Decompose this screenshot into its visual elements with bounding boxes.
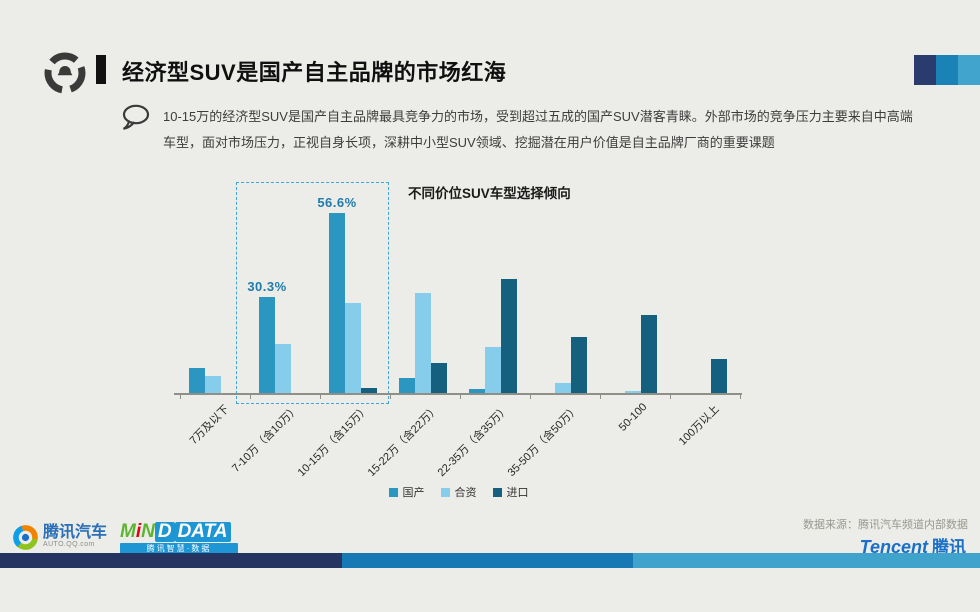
minddata-letter-d: D [154, 522, 175, 542]
legend-swatch [440, 487, 450, 497]
minddata-tagline: 腾讯智慧·数据 [120, 543, 238, 554]
bar-合资-5 [485, 346, 501, 393]
minddata-wordmark: MiN D DATA [120, 521, 238, 542]
bar-进口-3 [361, 387, 377, 393]
axis-tick [250, 395, 251, 399]
axis-tick [740, 395, 741, 399]
bottom-bar-light [633, 553, 980, 568]
tencent-auto-url: AUTO.QQ.com [43, 541, 95, 548]
legend-item-合资: 合资 [440, 484, 477, 500]
bar-国产-4 [399, 378, 415, 393]
page-title: 经济型SUV是国产自主品牌的市场红海 [122, 60, 507, 85]
axis-tick [180, 395, 181, 399]
bar-进口-7 [641, 315, 657, 393]
bottom-bar-blue [342, 553, 633, 568]
intro-line-2: 车型，面对市场压力，正视自身长项，深耕中小型SUV领域、挖掘潜在用户价值是自主品… [163, 135, 775, 150]
axis-tick [390, 395, 391, 399]
bar-进口-6 [571, 337, 587, 393]
axis-tick [600, 395, 601, 399]
tencent-logo-en: Tencent [859, 537, 928, 557]
legend-swatch [492, 487, 502, 497]
bar-合资-1 [205, 376, 221, 393]
highlight-box [236, 182, 389, 404]
bar-国产-1 [189, 367, 205, 393]
bar-合资-7 [625, 391, 641, 393]
value-label: 56.6% [317, 195, 357, 210]
bar-合资-6 [555, 383, 571, 393]
tencent-auto-logo: 腾讯汽车 AUTO.QQ.com [12, 524, 107, 556]
bar-国产-2 [259, 296, 275, 393]
bottom-bar-navy [0, 553, 342, 568]
corner-square-navy [914, 55, 936, 85]
steering-wheel-icon [41, 49, 89, 97]
axis-tick [460, 395, 461, 399]
axis-tick [670, 395, 671, 399]
corner-square-blue [936, 55, 958, 85]
tencent-auto-icon [12, 524, 39, 556]
speech-bubble-icon [121, 104, 151, 131]
intro-paragraph: 10-15万的经济型SUV是国产自主品牌最具竞争力的市场，受到超过五成的国产SU… [163, 104, 915, 156]
legend-label: 国产 [402, 487, 425, 499]
legend-item-进口: 进口 [492, 484, 529, 500]
title-accent-bar [96, 55, 106, 84]
bar-进口-4 [431, 363, 447, 393]
minddata-letter-i: i [135, 521, 142, 542]
minddata-letter-n: N [141, 521, 155, 542]
bar-进口-5 [501, 279, 517, 393]
bar-进口-8 [711, 358, 727, 393]
tencent-logo: Tencent 腾讯 [860, 533, 966, 558]
legend-label: 进口 [506, 487, 529, 499]
minddata-letter-m: M [120, 521, 136, 542]
corner-square-light [958, 55, 980, 85]
legend-item-国产: 国产 [388, 484, 425, 500]
chart-title: 不同价位SUV车型选择倾向 [408, 186, 571, 201]
bar-国产-5 [469, 388, 485, 393]
intro-line-1: 10-15万的经济型SUV是国产自主品牌最具竞争力的市场，受到超过五成的国产SU… [163, 109, 913, 124]
legend-label: 合资 [454, 487, 477, 499]
bar-国产-3 [329, 213, 345, 393]
minddata-data-box: DATA [174, 522, 231, 542]
axis-tick [530, 395, 531, 399]
chart-legend: 国产 合资 进口 [175, 484, 742, 500]
tencent-logo-cn: 腾讯 [932, 538, 966, 557]
legend-swatch [388, 487, 398, 497]
minddata-logo: MiN D DATA 腾讯智慧·数据 [120, 521, 238, 554]
bar-合资-4 [415, 293, 431, 393]
axis-tick [320, 395, 321, 399]
value-label: 30.3% [247, 278, 287, 294]
bar-合资-2 [275, 344, 291, 393]
bar-合资-3 [345, 303, 361, 393]
data-source-note: 数据来源：腾讯汽车频道内部数据 [803, 519, 968, 531]
tencent-auto-label: 腾讯汽车 [43, 524, 108, 541]
x-axis-line [174, 393, 742, 395]
